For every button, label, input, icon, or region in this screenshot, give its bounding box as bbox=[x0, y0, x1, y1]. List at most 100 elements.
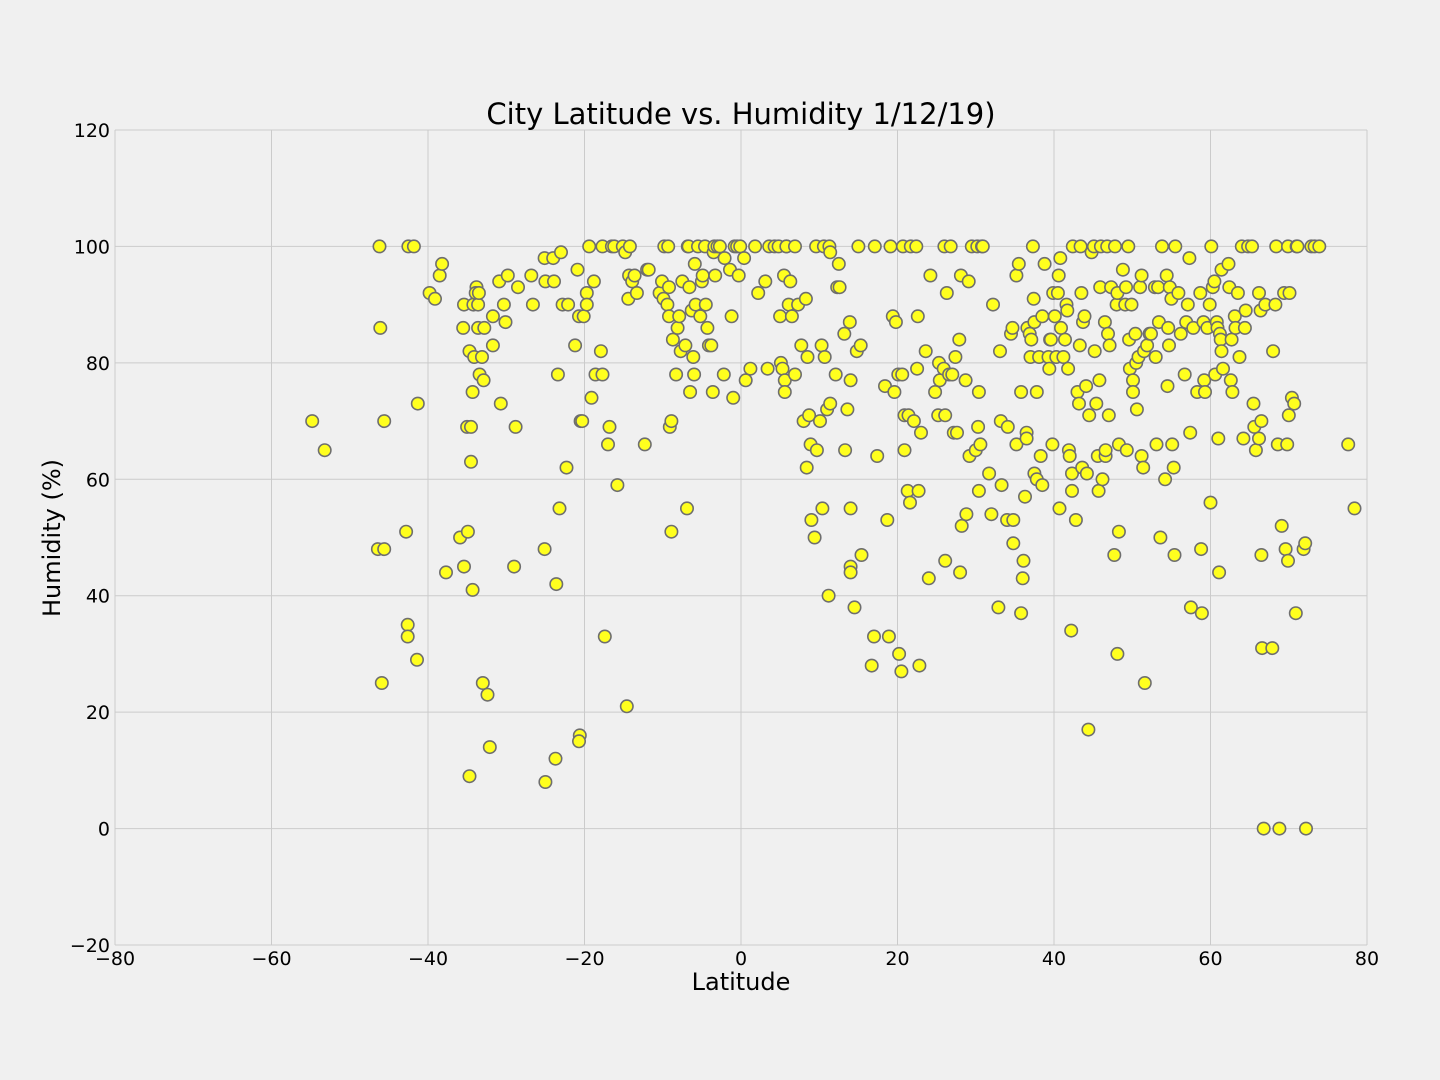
data-point bbox=[985, 297, 1000, 312]
data-point bbox=[1037, 256, 1052, 271]
data-point bbox=[1177, 367, 1192, 382]
data-point bbox=[1160, 379, 1175, 394]
data-point bbox=[794, 338, 809, 353]
data-point bbox=[400, 617, 415, 632]
data-point bbox=[1159, 268, 1174, 283]
data-point bbox=[1081, 722, 1096, 737]
data-point bbox=[1045, 437, 1060, 452]
data-point bbox=[909, 239, 924, 254]
data-point bbox=[704, 338, 719, 353]
data-point bbox=[912, 658, 927, 673]
data-point bbox=[800, 349, 815, 364]
data-point bbox=[1203, 495, 1218, 510]
data-point bbox=[870, 448, 885, 463]
data-point bbox=[1065, 483, 1080, 498]
data-point bbox=[1202, 297, 1217, 312]
data-point bbox=[1121, 239, 1136, 254]
x-tick-label: −80 bbox=[95, 948, 135, 970]
data-point bbox=[1072, 396, 1087, 411]
data-point bbox=[670, 320, 685, 335]
data-point bbox=[686, 349, 701, 364]
data-point bbox=[928, 384, 943, 399]
data-points bbox=[305, 239, 1362, 836]
data-point bbox=[1129, 402, 1144, 417]
data-point bbox=[1183, 425, 1198, 440]
data-point bbox=[432, 268, 447, 283]
data-point bbox=[843, 565, 858, 580]
data-point bbox=[992, 344, 1007, 359]
data-point bbox=[570, 262, 585, 277]
data-point bbox=[894, 664, 909, 679]
data-point bbox=[1134, 268, 1149, 283]
data-point bbox=[427, 291, 442, 306]
data-point bbox=[910, 361, 925, 376]
data-point bbox=[1035, 478, 1050, 493]
data-point bbox=[508, 419, 523, 434]
data-point bbox=[500, 268, 515, 283]
data-point bbox=[984, 507, 999, 522]
data-point bbox=[1212, 565, 1227, 580]
data-point bbox=[1280, 437, 1295, 452]
data-point bbox=[410, 396, 425, 411]
data-point bbox=[637, 437, 652, 452]
data-point bbox=[1216, 361, 1231, 376]
data-point bbox=[1290, 239, 1305, 254]
data-point bbox=[733, 239, 748, 254]
data-point bbox=[550, 367, 565, 382]
data-point bbox=[1198, 384, 1213, 399]
data-point bbox=[953, 565, 968, 580]
data-point bbox=[1237, 320, 1252, 335]
data-point bbox=[1079, 466, 1094, 481]
x-tick-label: 20 bbox=[885, 948, 909, 970]
data-point bbox=[1092, 373, 1107, 388]
data-point bbox=[462, 769, 477, 784]
data-point bbox=[1119, 280, 1134, 295]
data-point bbox=[814, 338, 829, 353]
data-point bbox=[994, 478, 1009, 493]
x-tick-label: 80 bbox=[1355, 948, 1379, 970]
data-point bbox=[881, 629, 896, 644]
data-point bbox=[851, 239, 866, 254]
data-point bbox=[1108, 239, 1123, 254]
data-point bbox=[1236, 431, 1251, 446]
data-point bbox=[460, 524, 475, 539]
data-point bbox=[913, 425, 928, 440]
data-point bbox=[1155, 239, 1170, 254]
data-point bbox=[1158, 472, 1173, 487]
data-point bbox=[854, 547, 869, 562]
data-point bbox=[712, 239, 727, 254]
data-point bbox=[1298, 536, 1313, 551]
data-point bbox=[465, 384, 480, 399]
data-point bbox=[406, 239, 421, 254]
data-point bbox=[1225, 384, 1240, 399]
data-point bbox=[1033, 448, 1048, 463]
data-point bbox=[1180, 297, 1195, 312]
data-point bbox=[485, 338, 500, 353]
data-point bbox=[582, 239, 597, 254]
data-point bbox=[435, 256, 450, 271]
data-point bbox=[809, 443, 824, 458]
y-tick-label: 0 bbox=[98, 819, 110, 841]
y-tick-label: 60 bbox=[86, 469, 110, 491]
data-point bbox=[409, 652, 424, 667]
data-point bbox=[537, 542, 552, 557]
data-point bbox=[373, 320, 388, 335]
data-point bbox=[1009, 437, 1024, 452]
data-point bbox=[1221, 256, 1236, 271]
data-point bbox=[938, 408, 953, 423]
x-axis-label: Latitude bbox=[692, 968, 791, 996]
data-point bbox=[842, 315, 857, 330]
data-point bbox=[622, 239, 637, 254]
data-point bbox=[939, 285, 954, 300]
data-point bbox=[1140, 338, 1155, 353]
data-point bbox=[751, 285, 766, 300]
data-point bbox=[866, 629, 881, 644]
data-point bbox=[1133, 280, 1148, 295]
data-point bbox=[456, 559, 471, 574]
data-point bbox=[847, 600, 862, 615]
data-point bbox=[748, 239, 763, 254]
y-tick-label: 20 bbox=[86, 702, 110, 724]
data-point bbox=[1014, 606, 1029, 621]
data-point bbox=[1009, 268, 1024, 283]
data-point bbox=[1047, 309, 1062, 324]
